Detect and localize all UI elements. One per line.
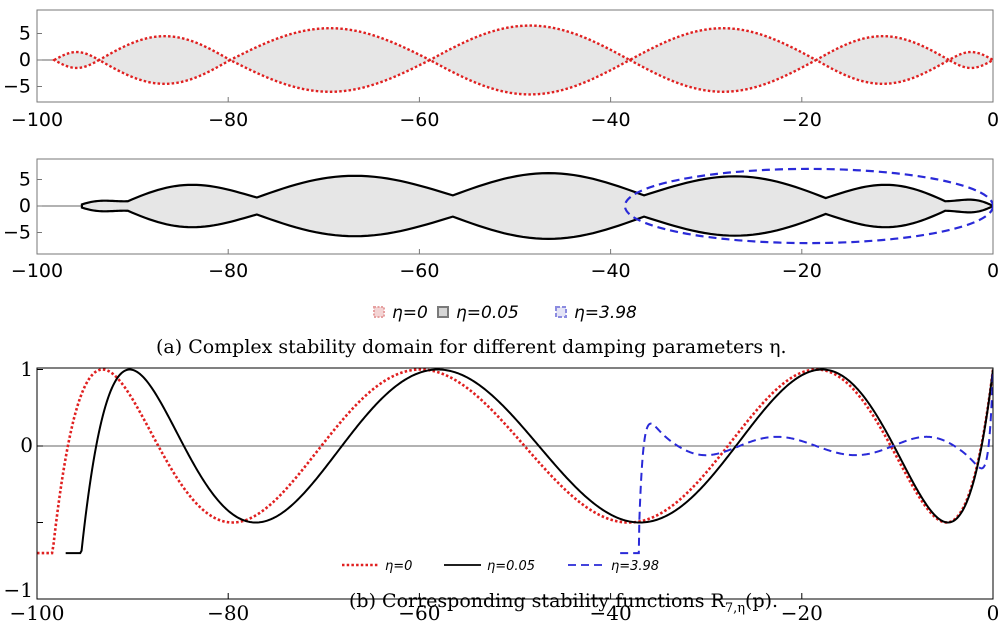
x-tick-label: −40 [589,601,631,621]
panel-b-ticks: −100 −80 −60 −40 −20 0 1 0 −1 [4,357,999,621]
x-tick-label: −40 [591,260,631,282]
y-tick-label: 0 [19,49,31,71]
y-tick-label: −5 [3,222,31,244]
x-tick-label: 0 [987,601,999,621]
y-tick-label: 0 [19,195,31,217]
x-tick-label: −100 [10,601,65,621]
x-tick-label: −100 [11,260,63,282]
legend-b-label: η=3.98 [611,559,659,574]
y-tick-label: −1 [4,578,33,602]
panel-a-top-plot [51,24,993,96]
panel-a-top: −100 −80 −60 −40 −20 0 5 0 −5 [3,9,999,132]
stability-curve-0 [37,368,993,555]
x-tick-label: −100 [11,109,63,131]
y-tick-label: 1 [20,357,33,381]
x-tick-label: −80 [207,601,249,621]
domain-fill-0 [54,25,993,95]
caption-a: (a) Complex stability domain for differe… [156,336,787,358]
stability-curve-2 [620,369,993,555]
caption-b-subscript: 7,η [725,601,745,616]
legend-b-label: η=0.05 [487,559,535,574]
x-tick-label: −60 [398,601,440,621]
legend-b: η=0 η=0.05 η=3.98 [342,559,659,574]
stability-curve-1 [65,368,993,555]
caption-b-main: (b) Corresponding stability functions R [349,590,726,612]
panel-a-top-ticks: −100 −80 −60 −40 −20 0 5 0 −5 [3,23,999,132]
x-tick-label: −20 [781,601,823,621]
x-tick-label: −60 [399,109,439,131]
caption-b-argument: (p). [745,590,778,612]
x-tick-label: −20 [782,109,822,131]
y-tick-label: 0 [20,433,33,457]
panel-b-frame [36,367,994,600]
x-tick-label: −20 [782,260,822,282]
domain-ellipse-1 [623,167,993,245]
y-tick-label: 5 [19,23,31,45]
x-tick-label: −60 [399,260,439,282]
panel-b-plot [37,368,993,555]
legend-a-swatch [437,306,449,318]
x-tick-label: −80 [208,260,248,282]
y-tick-label: 5 [19,169,31,191]
legend-a: η=0 η=0.05 η=3.98 [373,303,637,323]
legend-a-swatch [373,306,385,318]
legend-b-label: η=0 [385,559,412,574]
x-tick-label: 0 [987,260,999,282]
caption-b: (b) Corresponding stability functions R7… [349,590,778,616]
legend-a-label: η=3.98 [574,303,637,323]
legend-a-label: η=0.05 [456,303,519,323]
legend-a-label: η=0 [392,303,428,323]
x-tick-label: 0 [987,109,999,131]
panel-a-bottom-ticks: −100 −80 −60 −40 −20 0 5 0 −5 [3,169,999,283]
panel-a-top-frame [36,9,994,103]
panel-a-bottom-plot [80,167,993,245]
legend-a-swatch [555,306,567,318]
panel-b: −100 −80 −60 −40 −20 0 1 0 −1 [4,357,999,621]
panel-a-bottom: −100 −80 −60 −40 −20 0 5 0 −5 [3,158,999,283]
x-tick-label: −80 [208,109,248,131]
y-tick-label: −5 [3,76,31,98]
domain-fill-0 [81,173,993,239]
x-tick-label: −40 [591,109,631,131]
